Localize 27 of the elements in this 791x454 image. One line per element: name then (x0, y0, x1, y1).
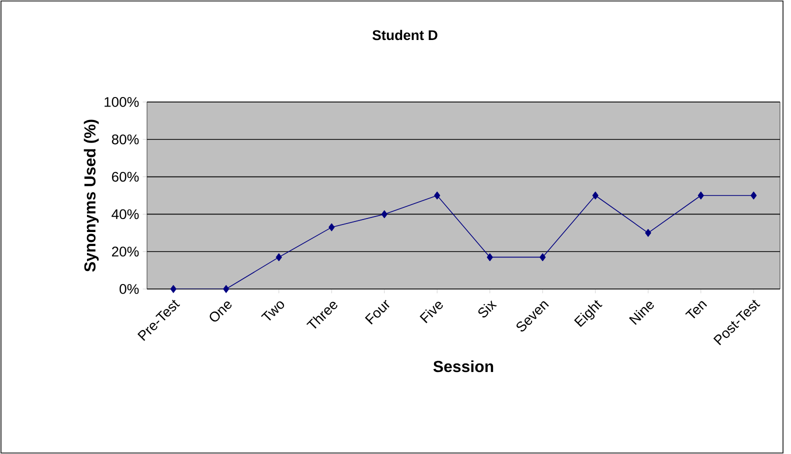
x-tick-label: One (210, 301, 232, 322)
point (328, 223, 335, 232)
point (486, 253, 493, 262)
x-axis-title: Session (433, 360, 494, 372)
y-tick-label: 0% (120, 284, 139, 294)
y-tick-label: 100% (104, 97, 139, 107)
point (170, 285, 176, 293)
x-tick-label: Two (261, 301, 284, 321)
y-tick-label: 20% (112, 246, 139, 257)
x-tick-label: Nine (629, 302, 654, 325)
point (381, 210, 388, 218)
x-tick-label: Six (478, 300, 497, 318)
x-tick-label: Ten (685, 301, 708, 318)
point (592, 192, 598, 200)
y-axis-title: Synonyms Used (%) (84, 120, 99, 272)
y-tick-label: 40% (112, 209, 139, 220)
point (540, 253, 546, 262)
point (750, 192, 757, 200)
point (223, 285, 230, 293)
chart-title: Student D (372, 30, 438, 40)
y-tick-label: 80% (112, 134, 139, 144)
y-tick-label: 60% (112, 172, 139, 182)
point (434, 192, 440, 200)
point (698, 192, 704, 200)
point (645, 229, 652, 237)
point (276, 253, 282, 262)
x-tick-label: Five (420, 302, 443, 324)
